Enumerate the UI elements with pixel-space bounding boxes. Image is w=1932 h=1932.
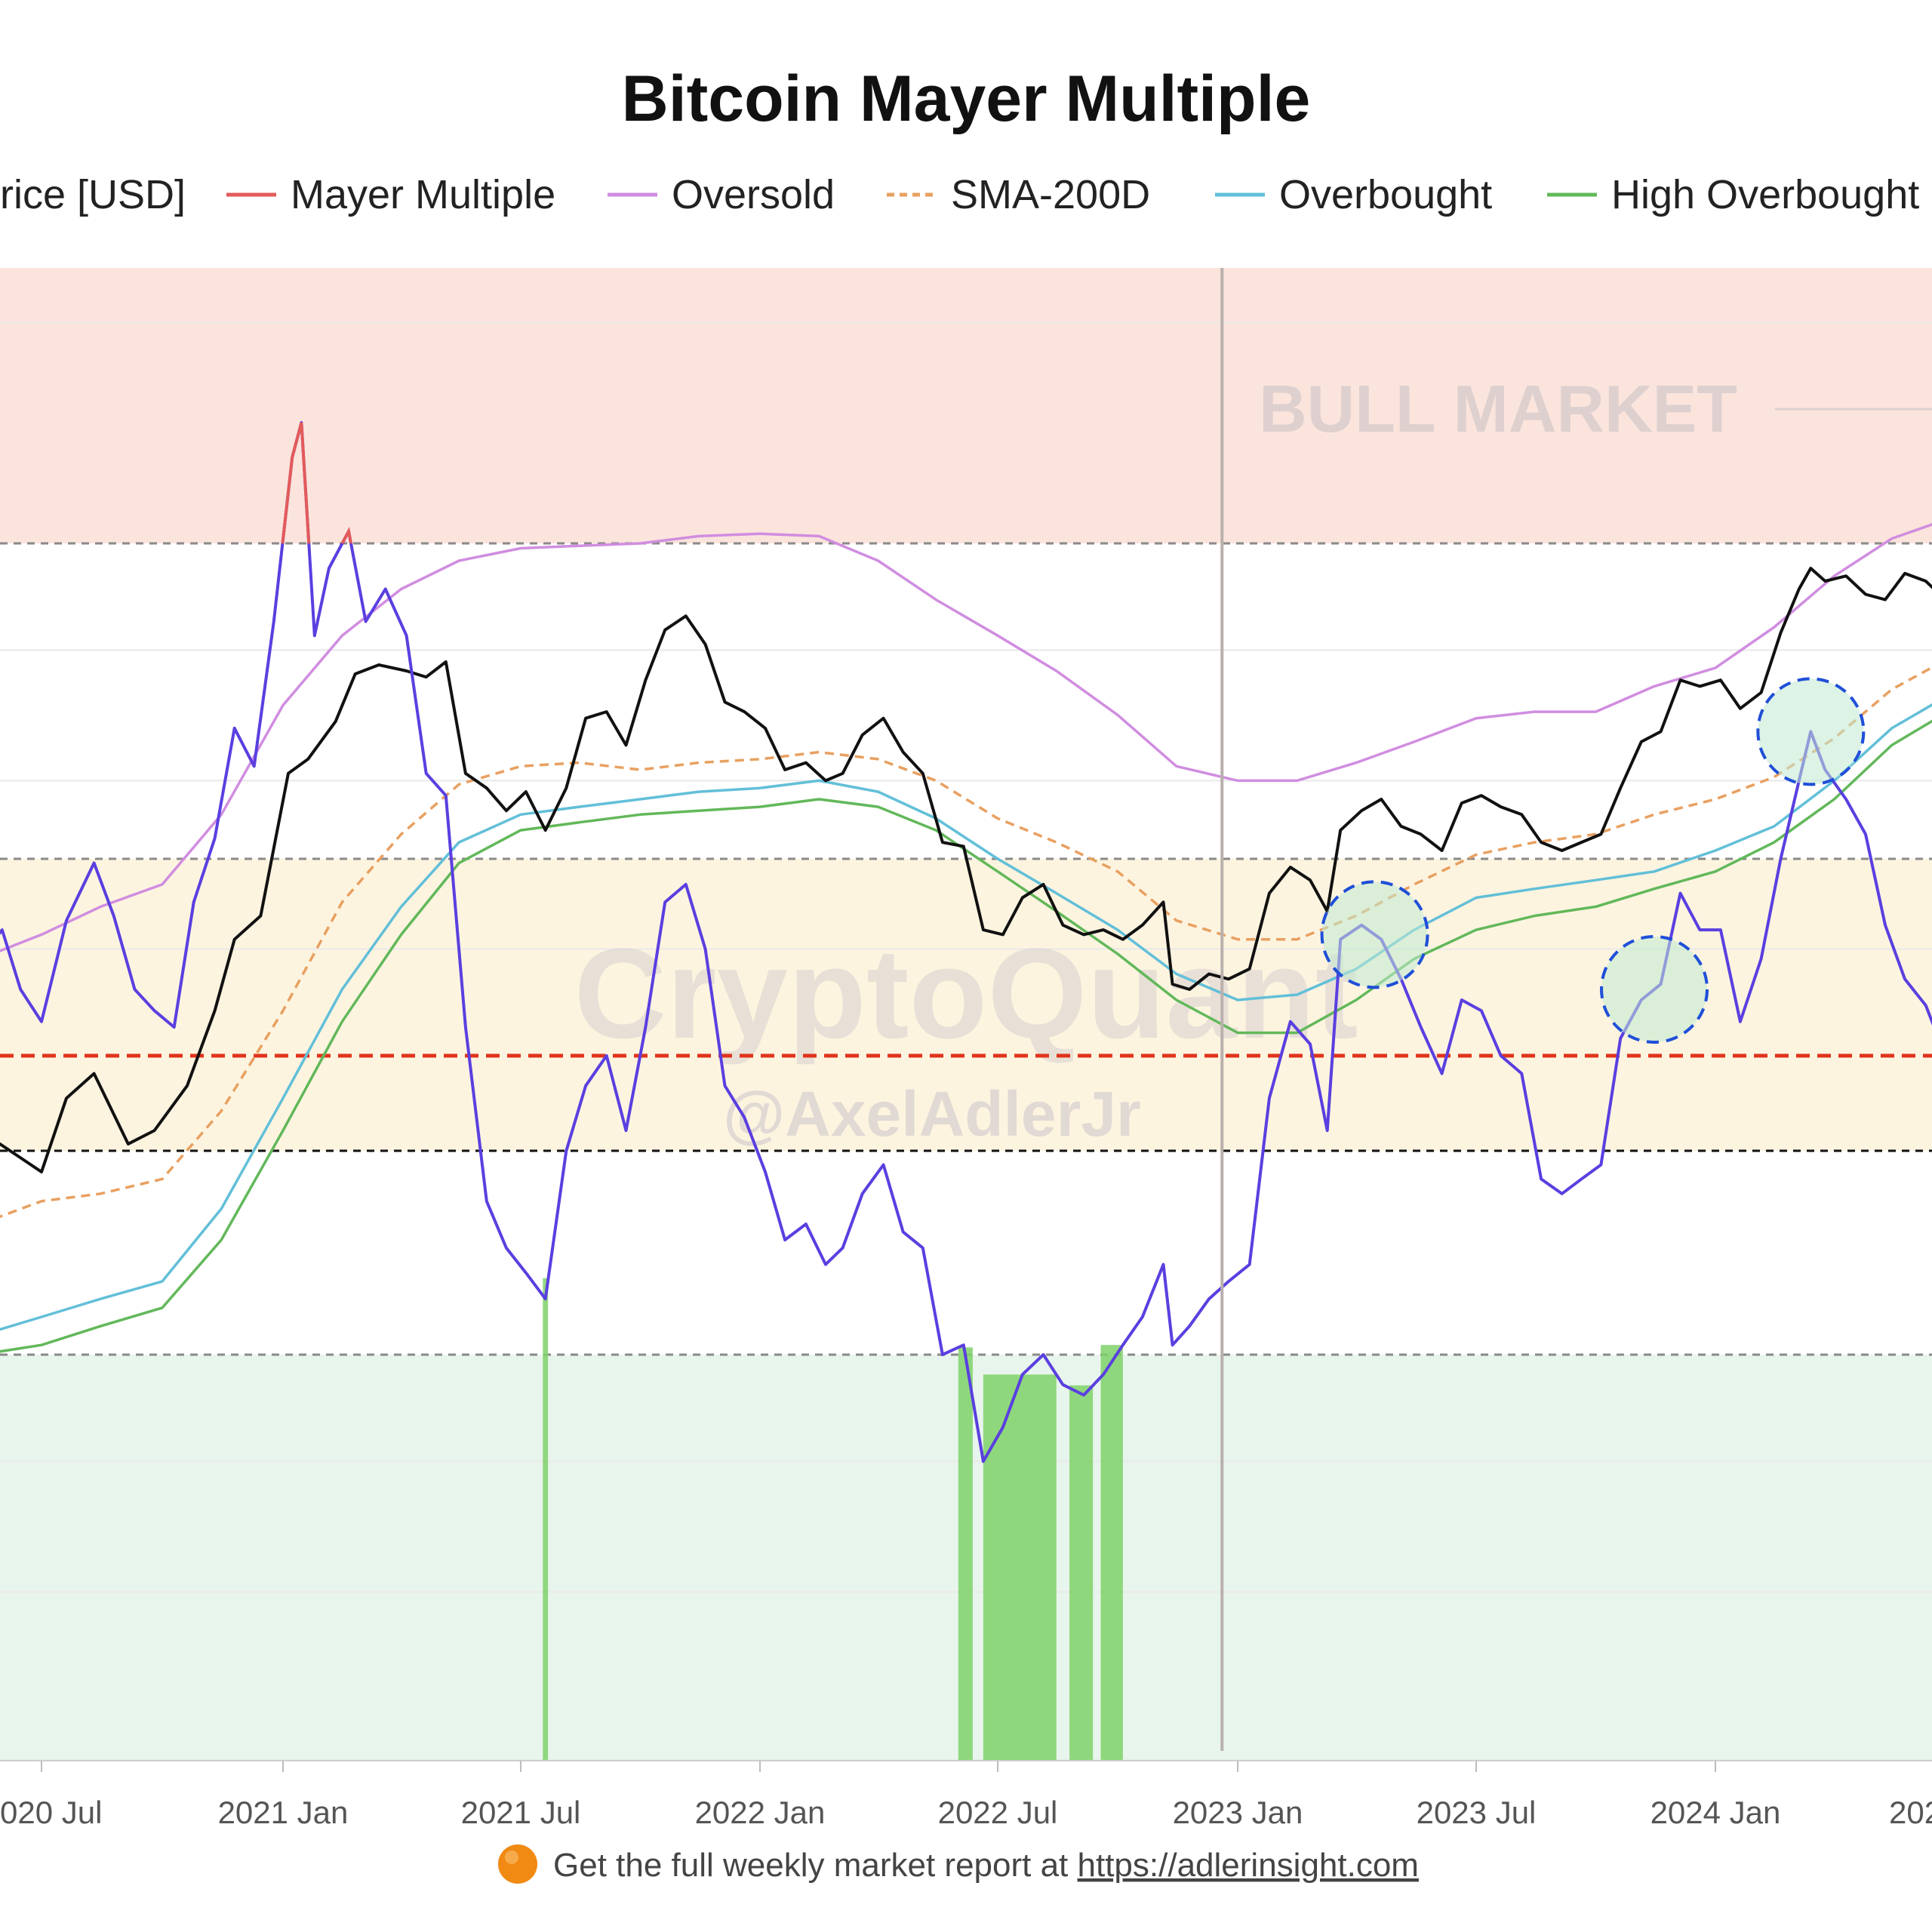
legend-item-oversold: Oversold (672, 172, 835, 217)
series-overbought (0, 703, 1932, 1331)
series-high-overbought (0, 719, 1932, 1353)
highlight-circle (1756, 677, 1866, 786)
svg-text:Get the full weekly market rep: Get the full weekly market report at htt… (553, 1847, 1419, 1884)
bottom-signal-bar (543, 1278, 549, 1761)
series-sma-200d (0, 666, 1932, 1218)
legend-item-rice-usd: rice [USD] (0, 172, 186, 217)
chart-legend: rice [USD] Mayer Multiple Oversold SMA-200D… (0, 172, 1919, 217)
bottom-signal-bar (1100, 1345, 1123, 1761)
bull-market-label: BULL MARKET (1259, 371, 1737, 446)
watermark-handle: @AxelAdlerJr (723, 1078, 1140, 1149)
highlight-circle (1600, 935, 1709, 1044)
series-lines (0, 421, 1932, 1463)
chart-title: Bitcoin Mayer Multiple (622, 63, 1311, 135)
x-tick-label: 2021 Jan (218, 1795, 349, 1830)
x-tick-label: 2023 Jul (1417, 1795, 1537, 1830)
bottom-signal-bar (983, 1374, 1057, 1761)
legend-item-mayer-multiple: Mayer Multiple (291, 172, 555, 217)
bottom-signal-bar (1069, 1385, 1094, 1761)
x-axis-ticks: 020 Jul 2021 Jan 2021 Jul 2022 Jan 2022 Jul 2… (0, 1761, 1932, 1830)
footer-text: Get the full weekly market report at (553, 1847, 1078, 1884)
orange-dot-highlight (505, 1850, 518, 1864)
x-tick-label: 020 Jul (0, 1795, 102, 1830)
footer-link[interactable]: https://adlerinsight.com (1078, 1847, 1419, 1884)
orange-dot-icon (498, 1844, 537, 1884)
x-tick-label: 2022 Jul (938, 1795, 1058, 1830)
x-tick-label: 2021 Jul (461, 1795, 581, 1830)
zone-overheated (0, 268, 1932, 543)
series-mayer-multiple (0, 421, 1932, 1463)
legend-item-overbought: Overbought (1279, 172, 1492, 217)
footer: Get the full weekly market report at htt… (498, 1844, 1419, 1884)
x-tick-label: 2022 Jan (695, 1795, 826, 1830)
legend-item-high-overbought: High Overbought (1611, 172, 1919, 217)
highlight-circle (1320, 880, 1429, 989)
legend-item-sma-200d: SMA-200D (951, 172, 1150, 217)
watermark-cryptoquant: CryptoQuant (574, 922, 1358, 1066)
annotations: BULL MARKET (1220, 268, 1932, 1751)
series-rice-usd (0, 567, 1932, 1174)
signal-bars (543, 1278, 1123, 1761)
series-oversold (0, 523, 1932, 952)
x-tick-label: 2023 Jan (1173, 1795, 1303, 1830)
x-tick-label: 2024 Jan (1651, 1795, 1781, 1830)
x-tick-label: 202 (1889, 1795, 1932, 1830)
bottom-signal-bar (958, 1347, 973, 1761)
